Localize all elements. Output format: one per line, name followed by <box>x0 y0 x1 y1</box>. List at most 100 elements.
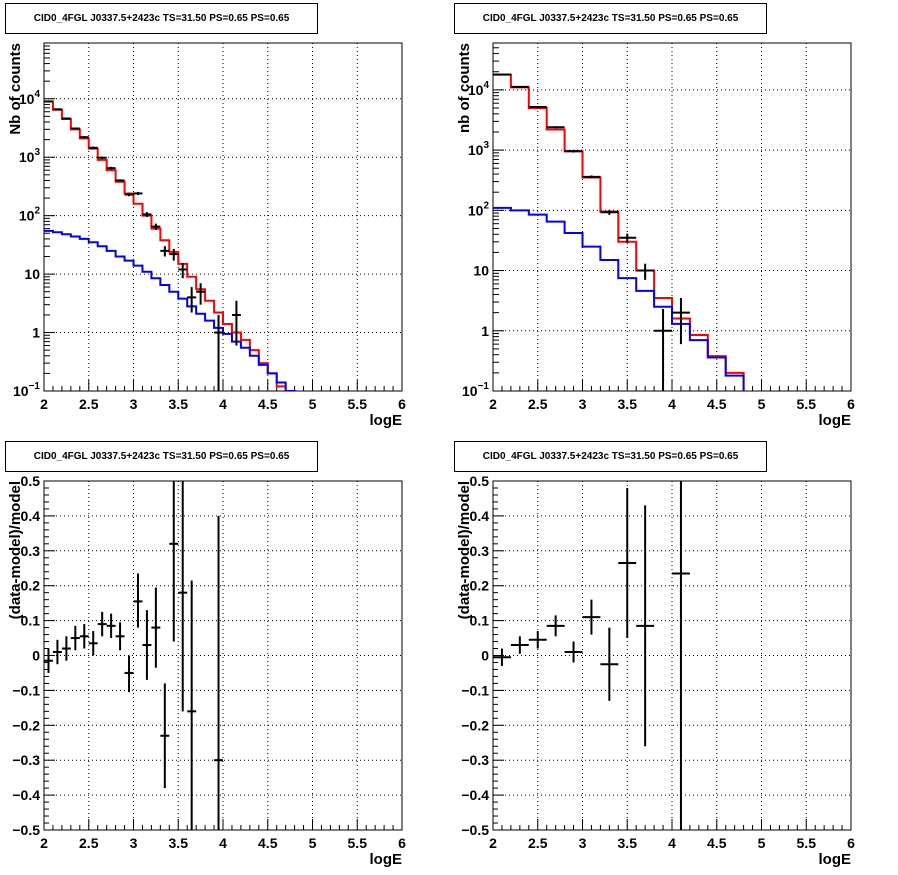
data-point <box>672 481 690 830</box>
y-tick-label: 10 <box>473 263 489 279</box>
y-axis-title: Nb of counts <box>7 43 24 135</box>
plot-title: CID0_4FGL J0337.5+2423c TS=31.50 PS=0.65… <box>5 441 318 472</box>
x-tick-label: 5 <box>309 835 317 851</box>
data-point <box>169 481 179 642</box>
data-point <box>124 655 134 693</box>
y-tick-label: 10−1 <box>462 381 489 399</box>
y-tick-label: 0 <box>32 648 40 664</box>
y-tick-label: 102 <box>468 200 490 218</box>
data-point <box>582 599 601 635</box>
data-point <box>528 631 547 649</box>
y-tick-label: 0.1 <box>21 613 41 629</box>
x-tick-label: 6 <box>398 396 406 412</box>
x-tick-label: 3.5 <box>618 835 638 851</box>
data-point <box>187 287 197 313</box>
data-point <box>582 175 601 179</box>
data-point <box>546 126 565 129</box>
data-layer <box>493 481 690 830</box>
y-tick-label: 0.5 <box>21 473 41 489</box>
y-tick-label: −0.2 <box>461 717 489 733</box>
x-tick-label: 3 <box>579 835 587 851</box>
y-tick-label: 10−1 <box>13 381 40 399</box>
y-tick-label: −0.5 <box>12 822 40 838</box>
y-tick-label: 0.2 <box>21 578 41 594</box>
x-axis-title: logE <box>370 412 403 429</box>
x-axis-title: logE <box>370 851 403 868</box>
x-tick-label: 4.5 <box>258 396 278 412</box>
x-axis-ticks <box>492 380 852 391</box>
y-tick-label: −0.4 <box>12 787 40 803</box>
data-point <box>214 314 223 391</box>
y-tick-label: −0.1 <box>12 682 40 698</box>
y-tick-label: −0.4 <box>461 787 489 803</box>
x-tick-label: 3.5 <box>169 396 189 412</box>
y-tick-label: 0.5 <box>470 473 490 489</box>
plot-title: CID0_4FGL J0337.5+2423c TS=31.50 PS=0.65… <box>5 3 318 34</box>
data-point <box>44 648 53 673</box>
y-tick-label: 1 <box>481 323 489 339</box>
data-point <box>169 248 179 261</box>
data-point <box>88 631 98 656</box>
y-tick-label: −0.3 <box>12 752 40 768</box>
data-point <box>160 246 170 257</box>
x-tick-label: 2.5 <box>528 396 548 412</box>
y-tick-label: −0.5 <box>461 822 489 838</box>
grid <box>44 481 402 830</box>
x-tick-label: 2 <box>40 835 48 851</box>
data-point <box>70 625 80 651</box>
x-tick-label: 2.5 <box>79 835 99 851</box>
data-point <box>88 146 98 150</box>
data-point <box>61 636 71 661</box>
data-point <box>528 105 547 108</box>
data-point <box>97 611 107 637</box>
x-tick-label: 4 <box>668 396 676 412</box>
y-tick-label: 0 <box>481 648 489 664</box>
y-tick-label: 10 <box>24 266 40 282</box>
data-point <box>600 209 619 215</box>
x-tick-label: 3 <box>130 835 138 851</box>
y-tick-label: 0.3 <box>470 543 490 559</box>
y-tick-label: 0.2 <box>470 578 490 594</box>
data-point <box>70 127 80 130</box>
data-point <box>160 683 170 789</box>
y-tick-label: 103 <box>468 140 490 158</box>
data-point <box>44 100 53 103</box>
y-tick-label: 104 <box>468 80 490 98</box>
source-model-histogram <box>44 229 296 391</box>
y-tick-label: 0.1 <box>470 613 490 629</box>
plot-title: CID0_4FGL J0337.5+2423c TS=31.50 PS=0.65… <box>454 441 767 472</box>
data-point <box>151 223 161 230</box>
data-point <box>106 166 116 170</box>
pad-residuals-right: CID0_4FGL J0337.5+2423c TS=31.50 PS=0.65… <box>449 437 898 874</box>
data-point <box>600 627 619 701</box>
grid <box>493 481 851 830</box>
x-tick-label: 5.5 <box>797 396 817 412</box>
y-tick-label: −0.2 <box>12 717 40 733</box>
x-tick-label: 3 <box>130 396 138 412</box>
y-tick-label: 0.3 <box>21 543 41 559</box>
x-tick-label: 4 <box>219 835 227 851</box>
total-model-histogram <box>493 73 745 391</box>
x-tick-label: 5.5 <box>797 835 817 851</box>
y-axis-ticks <box>493 42 504 392</box>
data-point <box>636 505 655 747</box>
x-tick-label: 4.5 <box>258 835 278 851</box>
data-point <box>214 515 223 830</box>
y-tick-label: 0.4 <box>21 508 41 524</box>
x-axis-title: logE <box>819 412 852 429</box>
data-point <box>115 622 125 651</box>
data-point <box>124 192 134 197</box>
data-point <box>546 615 565 637</box>
x-tick-label: 6 <box>847 835 855 851</box>
x-tick-label: 3 <box>579 396 587 412</box>
data-point <box>618 233 637 243</box>
data-point <box>97 156 107 160</box>
data-point <box>510 85 529 88</box>
y-axis-ticks <box>493 480 504 831</box>
data-point <box>564 149 583 153</box>
y-axis-title: nb of counts <box>456 43 473 133</box>
x-tick-label: 2 <box>40 396 48 412</box>
